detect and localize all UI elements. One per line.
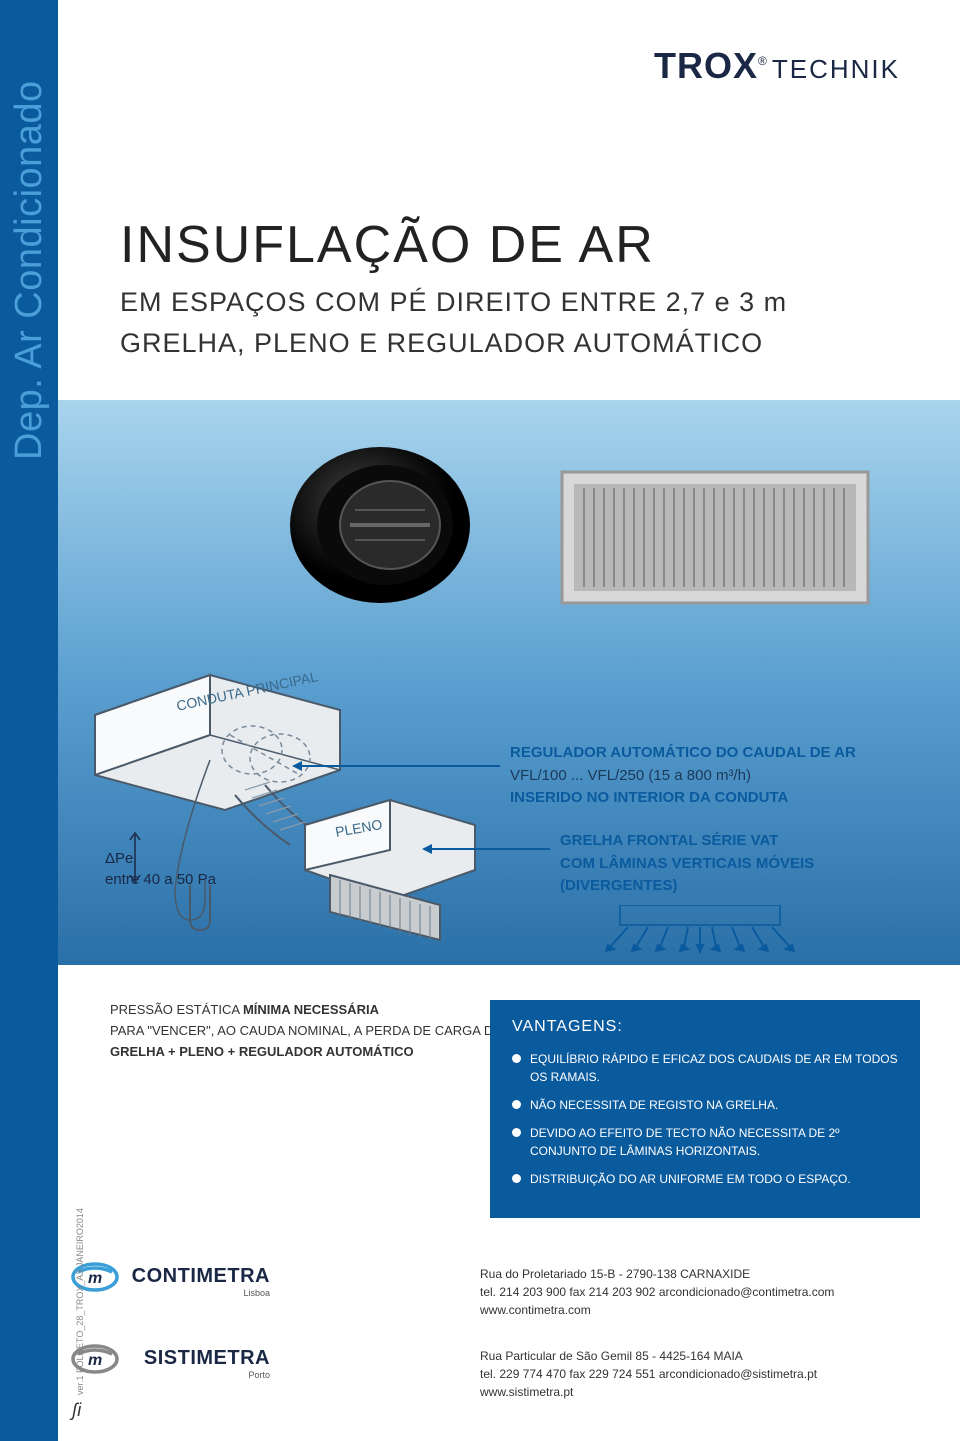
company-contimetra: m CONTIMETRA Lisboa Rua do Proletariado … bbox=[110, 1265, 930, 1319]
advantage-item: DISTRIBUIÇÃO DO AR UNIFORME EM TODO O ES… bbox=[512, 1170, 898, 1188]
sistimetra-info: Rua Particular de São Gemil 85 - 4425-16… bbox=[290, 1347, 930, 1401]
damper-image bbox=[280, 440, 480, 610]
label-regulator: REGULADOR AUTOMÁTICO DO CAUDAL DE AR VFL… bbox=[510, 742, 856, 810]
advantage-item: DEVIDO AO EFEITO DE TECTO NÃO NECESSITA … bbox=[512, 1124, 898, 1160]
logo-text: TROX® bbox=[654, 45, 768, 87]
contimetra-logo: m CONTIMETRA Lisboa bbox=[110, 1265, 290, 1298]
advantages-title: VANTAGENS: bbox=[512, 1018, 898, 1036]
sidebar: Dep. Ar Condicionado bbox=[0, 0, 58, 1441]
contimetra-info: Rua do Proletariado 15-B - 2790-138 CARN… bbox=[290, 1265, 930, 1319]
page-title: INSUFLAÇÃO DE AR bbox=[120, 215, 655, 275]
company-sistimetra: m SISTIMETRA Porto Rua Particular de São… bbox=[110, 1347, 930, 1401]
airflow-icon bbox=[600, 905, 800, 955]
corner-mark: ʃi bbox=[72, 1400, 81, 1421]
pressure-note: PRESSÃO ESTÁTICA MÍNIMA NECESSÁRIA PARA … bbox=[110, 1000, 506, 1062]
footer: m CONTIMETRA Lisboa Rua do Proletariado … bbox=[110, 1265, 930, 1429]
svg-text:m: m bbox=[88, 1352, 103, 1369]
grille-image bbox=[560, 470, 870, 605]
sistimetra-logo: m SISTIMETRA Porto bbox=[110, 1347, 290, 1380]
label-pressure-delta: ΔPe entre 40 a 50 Pa bbox=[105, 848, 216, 890]
version-label: ver.1 FOLHETO_28_TROX_A3 JANEIRO2014 bbox=[75, 1208, 85, 1395]
sidebar-label: Dep. Ar Condicionado bbox=[8, 80, 51, 460]
advantages-list: EQUILÍBRIO RÁPIDO E EFICAZ DOS CAUDAIS D… bbox=[512, 1050, 898, 1188]
label-grille: GRELHA FRONTAL SÉRIE VAT COM LÂMINAS VER… bbox=[560, 830, 814, 898]
svg-text:m: m bbox=[88, 1270, 103, 1287]
arrow-to-grille bbox=[430, 848, 550, 850]
arrow-to-regulator bbox=[300, 765, 500, 767]
advantage-item: NÃO NECESSITA DE REGISTO NA GRELHA. bbox=[512, 1096, 898, 1114]
logo-sub: TECHNIK bbox=[772, 54, 900, 84]
advantage-item: EQUILÍBRIO RÁPIDO E EFICAZ DOS CAUDAIS D… bbox=[512, 1050, 898, 1086]
page-subtitle: EM ESPAÇOS COM PÉ DIREITO ENTRE 2,7 e 3 … bbox=[120, 282, 787, 363]
advantages-panel: VANTAGENS: EQUILÍBRIO RÁPIDO E EFICAZ DO… bbox=[490, 1000, 920, 1218]
brand-logo: TROX® TECHNIK bbox=[654, 45, 900, 87]
